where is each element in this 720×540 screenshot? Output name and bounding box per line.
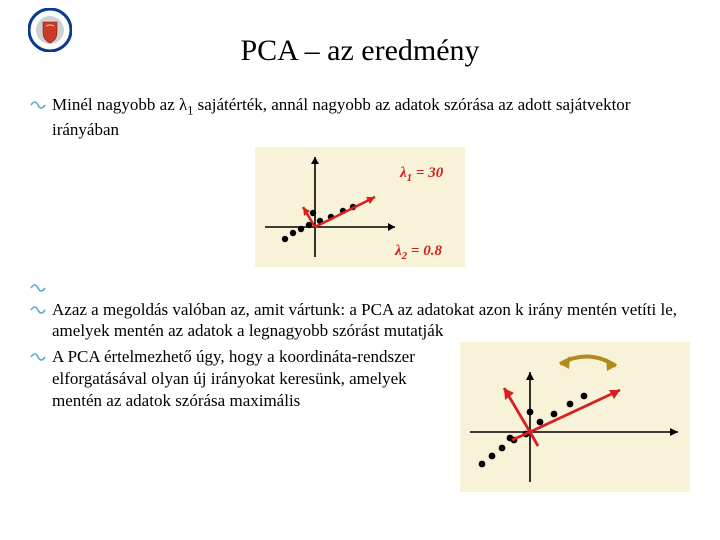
bullet-2-text: Azaz a megoldás valóban az, amit vártunk… (52, 300, 677, 341)
slide-title: PCA – az eredmény (30, 34, 690, 68)
bullet-empty (30, 277, 690, 295)
bullet-icon (30, 281, 46, 295)
bullet-2: Azaz a megoldás valóban az, amit vártunk… (30, 299, 690, 343)
bullet-3: A PCA értelmezhető úgy, hogy a koordinát… (30, 346, 450, 411)
bullet-icon (30, 98, 46, 112)
slide-body: Minél nagyobb az λ1 sajátérték, annál na… (30, 94, 690, 492)
rotation-diagram (460, 342, 690, 492)
bullet-icon (30, 350, 46, 364)
institution-logo (28, 8, 72, 52)
bullet-1-text-a: Minél nagyobb az λ (52, 95, 187, 114)
bullet-1: Minél nagyobb az λ1 sajátérték, annál na… (30, 94, 690, 141)
bullet-icon (30, 303, 46, 317)
bullet-3-text: A PCA értelmezhető úgy, hogy a koordinát… (52, 347, 415, 410)
eigenvector-diagram-1: λ1 = 30 λ2 = 0.8 (255, 147, 465, 267)
